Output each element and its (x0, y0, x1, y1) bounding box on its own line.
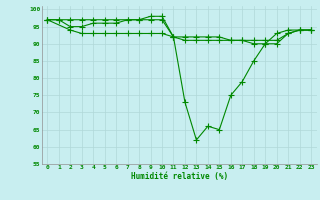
X-axis label: Humidité relative (%): Humidité relative (%) (131, 172, 228, 181)
